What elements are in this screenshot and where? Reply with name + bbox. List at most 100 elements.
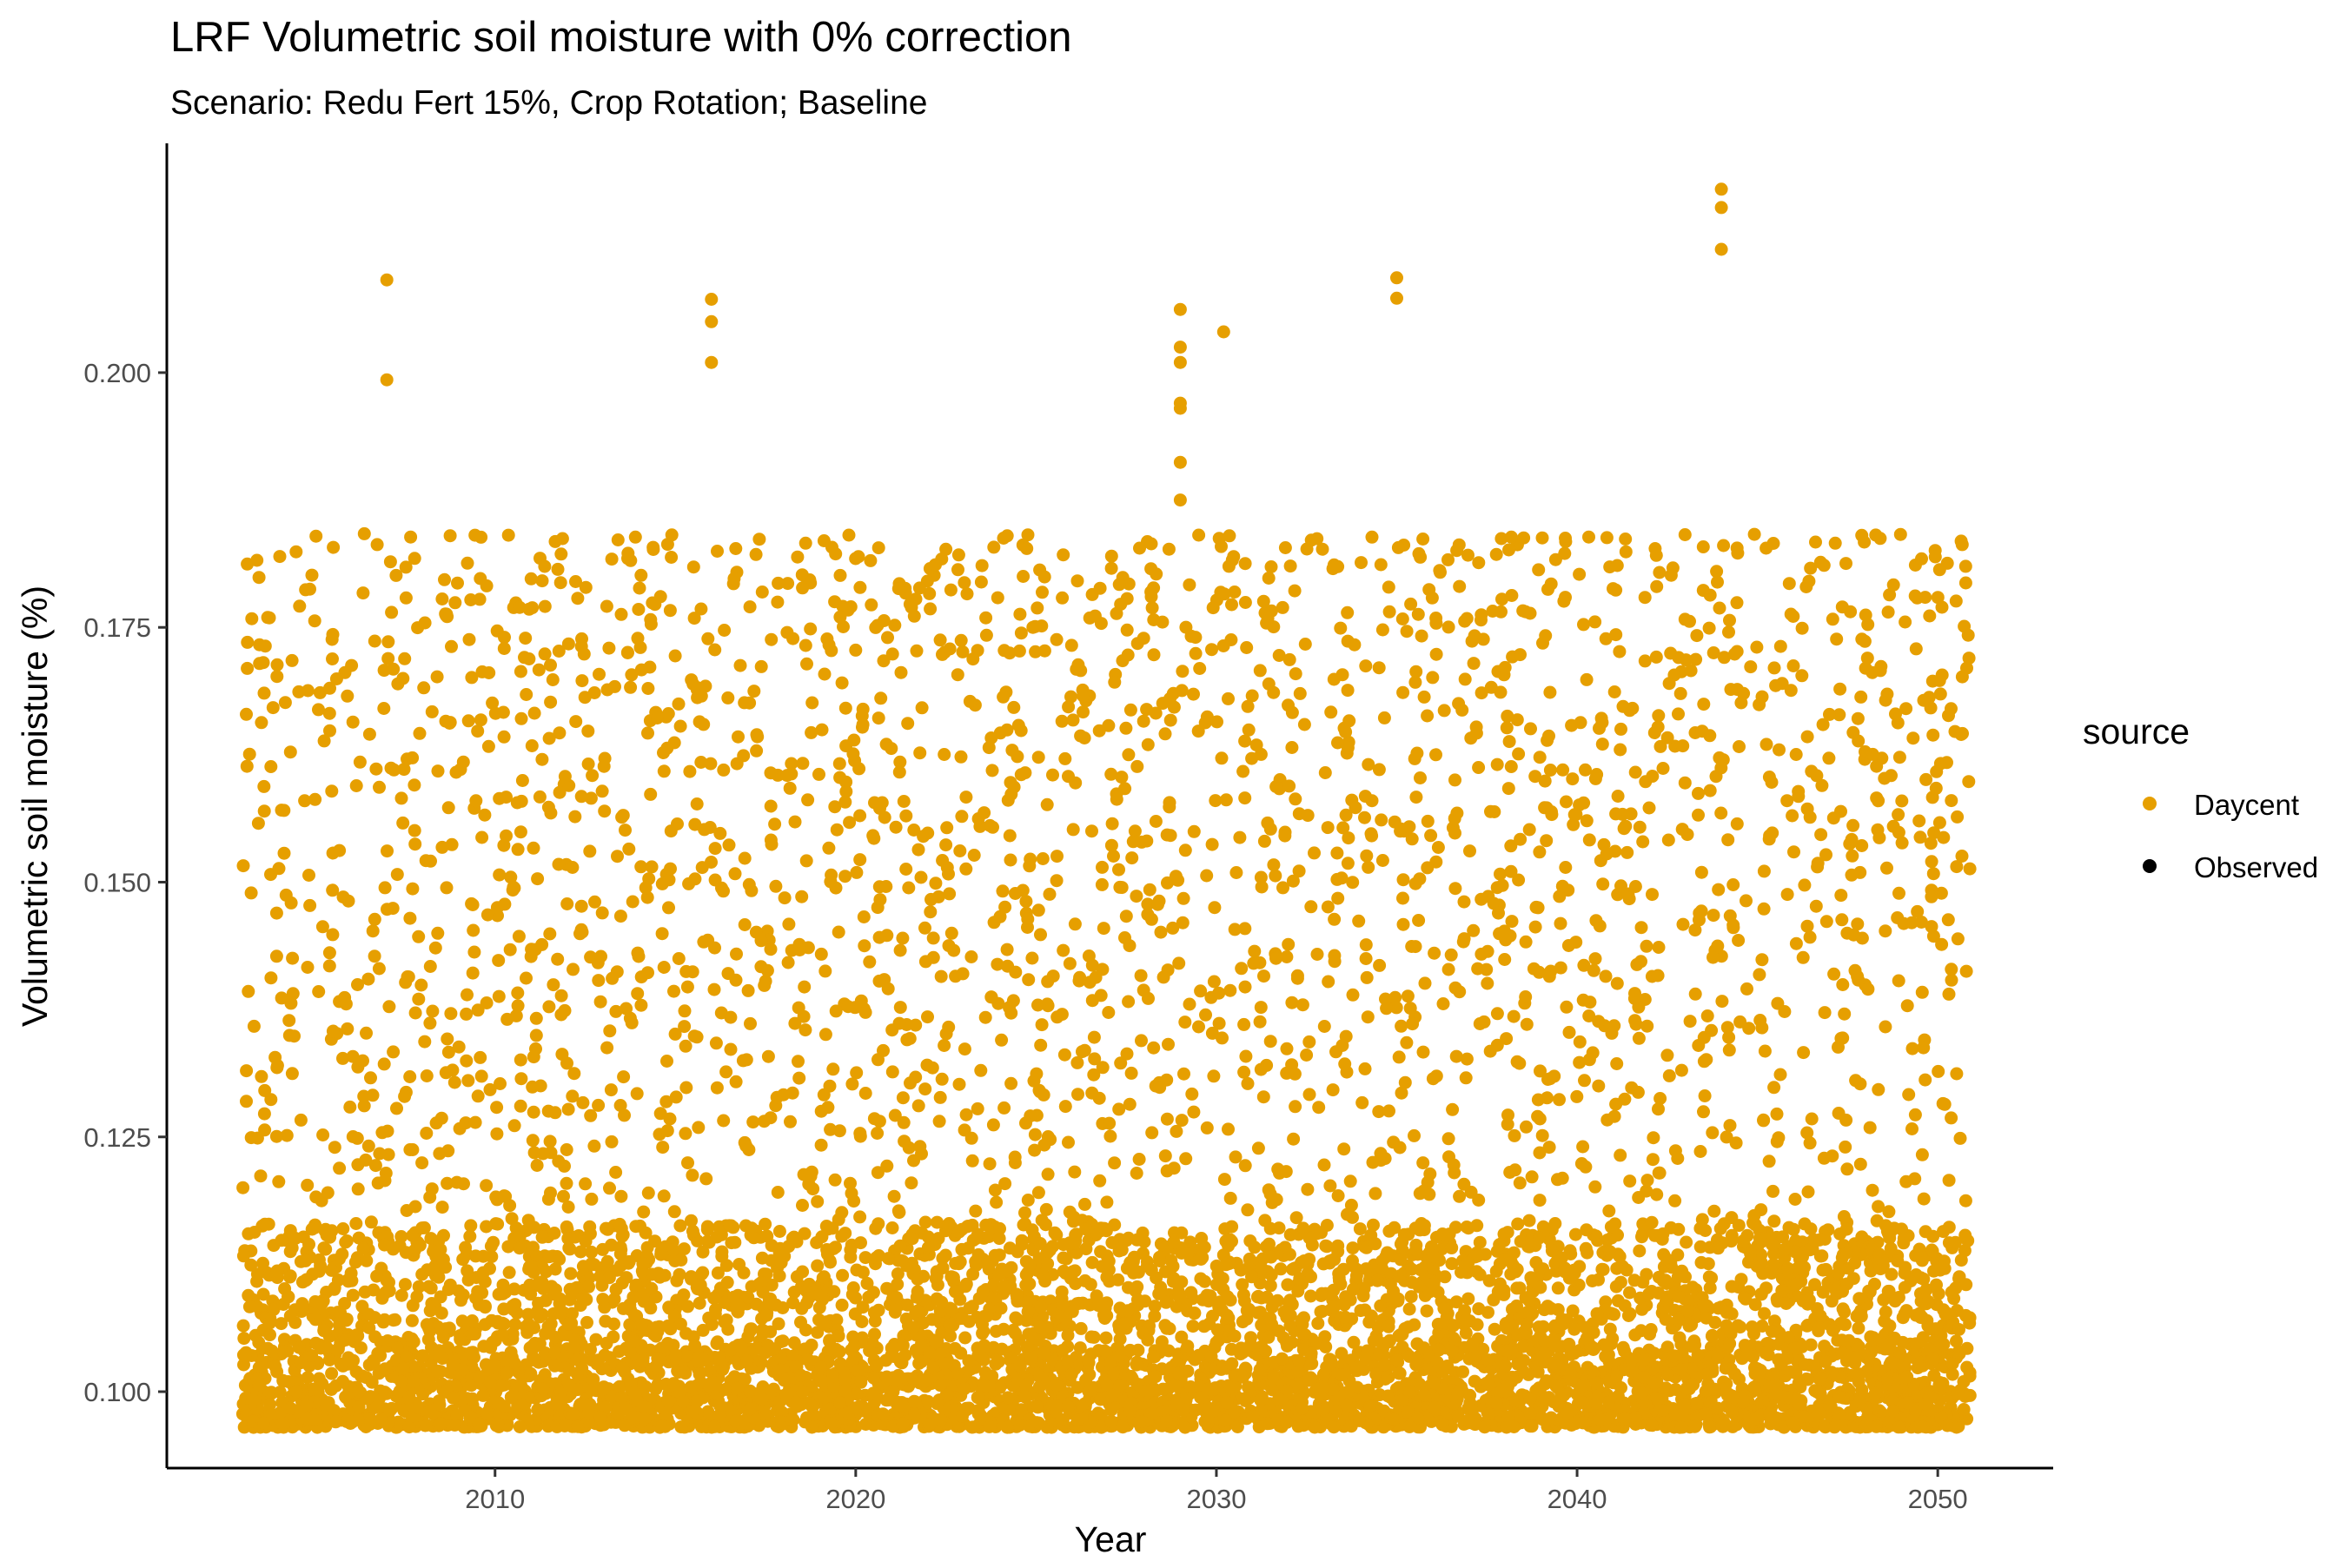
data-point <box>1632 1031 1646 1045</box>
data-point <box>1119 910 1133 923</box>
data-point <box>257 804 271 818</box>
data-point <box>847 1194 861 1208</box>
data-point <box>1562 1025 1576 1039</box>
data-point <box>298 794 312 808</box>
data-point <box>1337 1298 1351 1312</box>
data-point <box>1359 938 1373 952</box>
data-point <box>492 954 506 968</box>
data-point <box>1263 1279 1277 1293</box>
data-point <box>346 715 360 729</box>
data-point <box>1401 989 1415 1003</box>
data-point <box>693 1296 706 1310</box>
data-point <box>1251 1141 1265 1155</box>
data-point <box>554 1008 568 1022</box>
data-point <box>498 631 511 645</box>
data-point <box>1705 1023 1719 1037</box>
data-point <box>403 911 417 925</box>
data-point <box>1714 806 1728 820</box>
data-point <box>1288 584 1302 598</box>
data-point <box>560 1143 573 1156</box>
data-point <box>663 604 677 618</box>
data-point <box>953 844 967 857</box>
data-point <box>1950 1334 1963 1348</box>
data-point <box>618 1108 631 1122</box>
data-point <box>1937 830 1951 844</box>
data-point <box>1739 1292 1753 1306</box>
data-point <box>1522 823 1536 837</box>
data-point <box>1836 978 1850 991</box>
data-point <box>1236 1278 1249 1292</box>
data-point <box>1341 684 1355 698</box>
data-point <box>241 661 255 675</box>
data-point <box>1908 1108 1922 1121</box>
data-point <box>727 1370 741 1384</box>
data-point <box>1447 1158 1461 1172</box>
data-point <box>1467 923 1481 937</box>
data-point <box>911 843 925 857</box>
data-point <box>614 607 628 621</box>
data-point <box>1577 618 1590 632</box>
data-point <box>679 1127 693 1141</box>
data-point <box>1802 574 1816 588</box>
data-point <box>1282 1247 1296 1261</box>
data-point <box>1312 1101 1326 1115</box>
data-point <box>911 1099 925 1113</box>
data-point <box>464 1219 478 1233</box>
data-point <box>422 1280 436 1293</box>
data-point <box>1582 1053 1596 1067</box>
data-point <box>893 1001 907 1015</box>
data-point <box>257 779 271 793</box>
data-point <box>1375 813 1388 827</box>
data-point <box>732 730 745 744</box>
data-point <box>701 632 715 645</box>
data-point <box>293 599 307 613</box>
data-point <box>965 1154 979 1168</box>
data-point <box>1845 832 1859 846</box>
data-point <box>1262 1237 1276 1251</box>
data-point <box>1238 791 1252 805</box>
data-point <box>413 1238 427 1252</box>
data-point <box>885 742 898 756</box>
data-point <box>1494 532 1508 546</box>
data-point <box>408 552 421 566</box>
data-point <box>254 1169 268 1183</box>
data-point <box>1511 1217 1525 1231</box>
data-point <box>255 716 268 730</box>
data-point <box>772 1317 785 1331</box>
data-point <box>1117 1317 1130 1331</box>
data-point <box>900 1298 914 1312</box>
data-point <box>345 658 359 672</box>
data-point <box>1050 874 1064 888</box>
data-point <box>1614 743 1627 757</box>
data-point <box>1104 838 1118 852</box>
data-point <box>729 1075 743 1088</box>
data-point <box>926 931 940 945</box>
data-point <box>892 1206 906 1220</box>
data-point <box>1050 632 1064 646</box>
data-point <box>1022 973 1036 987</box>
data-point <box>1426 1072 1440 1086</box>
data-point <box>853 580 867 594</box>
data-point <box>1652 709 1666 723</box>
data-point <box>501 528 515 542</box>
data-point <box>1262 572 1276 585</box>
data-point <box>1950 860 1964 874</box>
data-point <box>1130 1167 1143 1180</box>
data-point <box>511 986 525 1000</box>
data-point <box>1264 560 1278 573</box>
data-point <box>280 1128 294 1142</box>
data-point <box>1105 817 1119 830</box>
data-point <box>1158 727 1172 741</box>
data-point <box>1573 1055 1587 1069</box>
data-point <box>971 1102 984 1115</box>
data-point <box>1240 641 1254 654</box>
data-point <box>473 592 487 606</box>
data-point <box>1372 661 1386 675</box>
data-point <box>673 719 687 733</box>
data-point <box>263 1328 276 1342</box>
data-point <box>321 1186 335 1200</box>
data-point <box>724 1042 738 1056</box>
data-point <box>755 586 769 599</box>
data-point <box>956 1312 970 1326</box>
data-point <box>286 951 300 965</box>
